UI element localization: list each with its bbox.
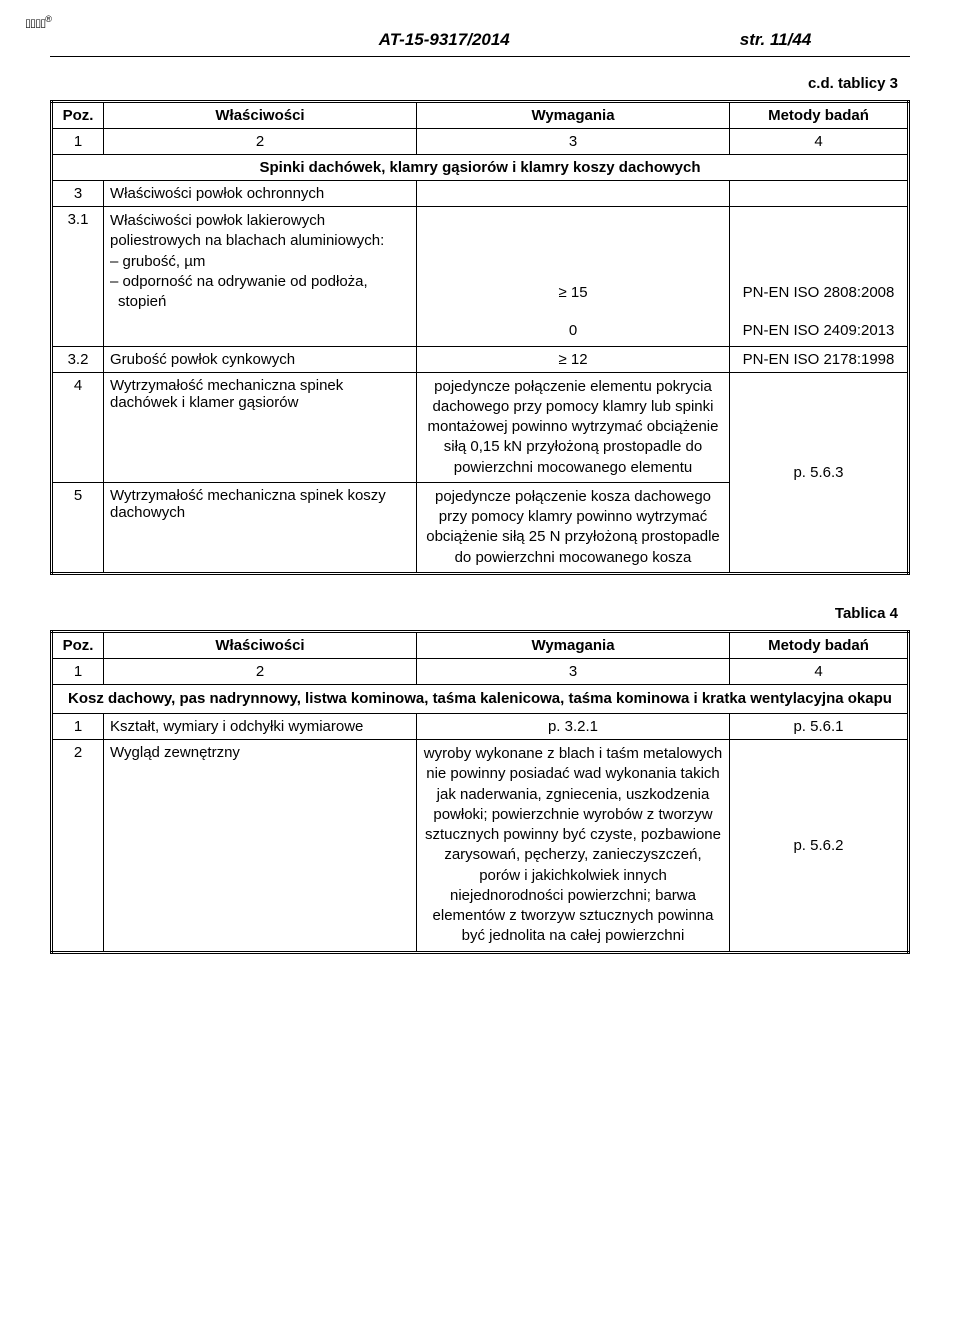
col-requirements: Wymagania: [417, 631, 730, 658]
table-row: 2 Wygląd zewnętrzny wyroby wykonane z bl…: [52, 740, 909, 953]
page-number: str. 11/44: [740, 30, 812, 50]
table-row: 3.2 Grubość powłok cynkowych ≥ 12 PN-EN …: [52, 346, 909, 372]
req-thickness: ≥ 15: [423, 283, 723, 303]
doc-logo: ▯▯▯▯®: [25, 15, 51, 30]
table3-header-row: Poz. Właściwości Wymagania Metody badań: [52, 102, 909, 129]
table-row: 3 Właściwości powłok ochronnych: [52, 181, 909, 207]
table3-continuation-label: c.d. tablicy 3: [50, 75, 898, 92]
table-row: 3.1 Właściwości powłok lakierowych polie…: [52, 207, 909, 347]
prop-adhesion: – odporność na odrywanie od podłoża, sto…: [118, 272, 410, 313]
doc-number: AT-15-9317/2014: [379, 30, 510, 50]
table-row: 4 Wytrzymałość mechaniczna spinek dachów…: [52, 372, 909, 482]
meth-thickness: PN-EN ISO 2808:2008: [736, 283, 901, 303]
prop-heading: Właściwości powłok lakierowych poliestro…: [110, 211, 410, 252]
col-properties: Właściwości: [104, 631, 417, 658]
meth-adhesion: PN-EN ISO 2409:2013: [736, 321, 901, 341]
table4-header-row: Poz. Właściwości Wymagania Metody badań: [52, 631, 909, 658]
table4-number-row: 1 2 3 4: [52, 658, 909, 684]
col-methods: Metody badań: [730, 102, 909, 129]
table3-section-row: Spinki dachówek, klamry gąsiorów i klamr…: [52, 155, 909, 181]
table3-number-row: 1 2 3 4: [52, 129, 909, 155]
prop-thickness: – grubość, µm: [118, 252, 410, 272]
req-adhesion: 0: [423, 321, 723, 341]
col-requirements: Wymagania: [417, 102, 730, 129]
page-header: AT-15-9317/2014 str. 11/44: [50, 30, 910, 57]
meth-4-5: p. 5.6.3: [730, 372, 909, 573]
table4-section-row: Kosz dachowy, pas nadrynnowy, listwa kom…: [52, 684, 909, 713]
col-properties: Właściwości: [104, 102, 417, 129]
col-poz: Poz.: [52, 631, 104, 658]
table-4: Poz. Właściwości Wymagania Metody badań …: [50, 630, 910, 954]
table4-label: Tablica 4: [50, 605, 898, 622]
table-3: Poz. Właściwości Wymagania Metody badań …: [50, 100, 910, 575]
col-poz: Poz.: [52, 102, 104, 129]
col-methods: Metody badań: [730, 631, 909, 658]
table-row: 1 Kształt, wymiary i odchyłki wymiarowe …: [52, 714, 909, 740]
